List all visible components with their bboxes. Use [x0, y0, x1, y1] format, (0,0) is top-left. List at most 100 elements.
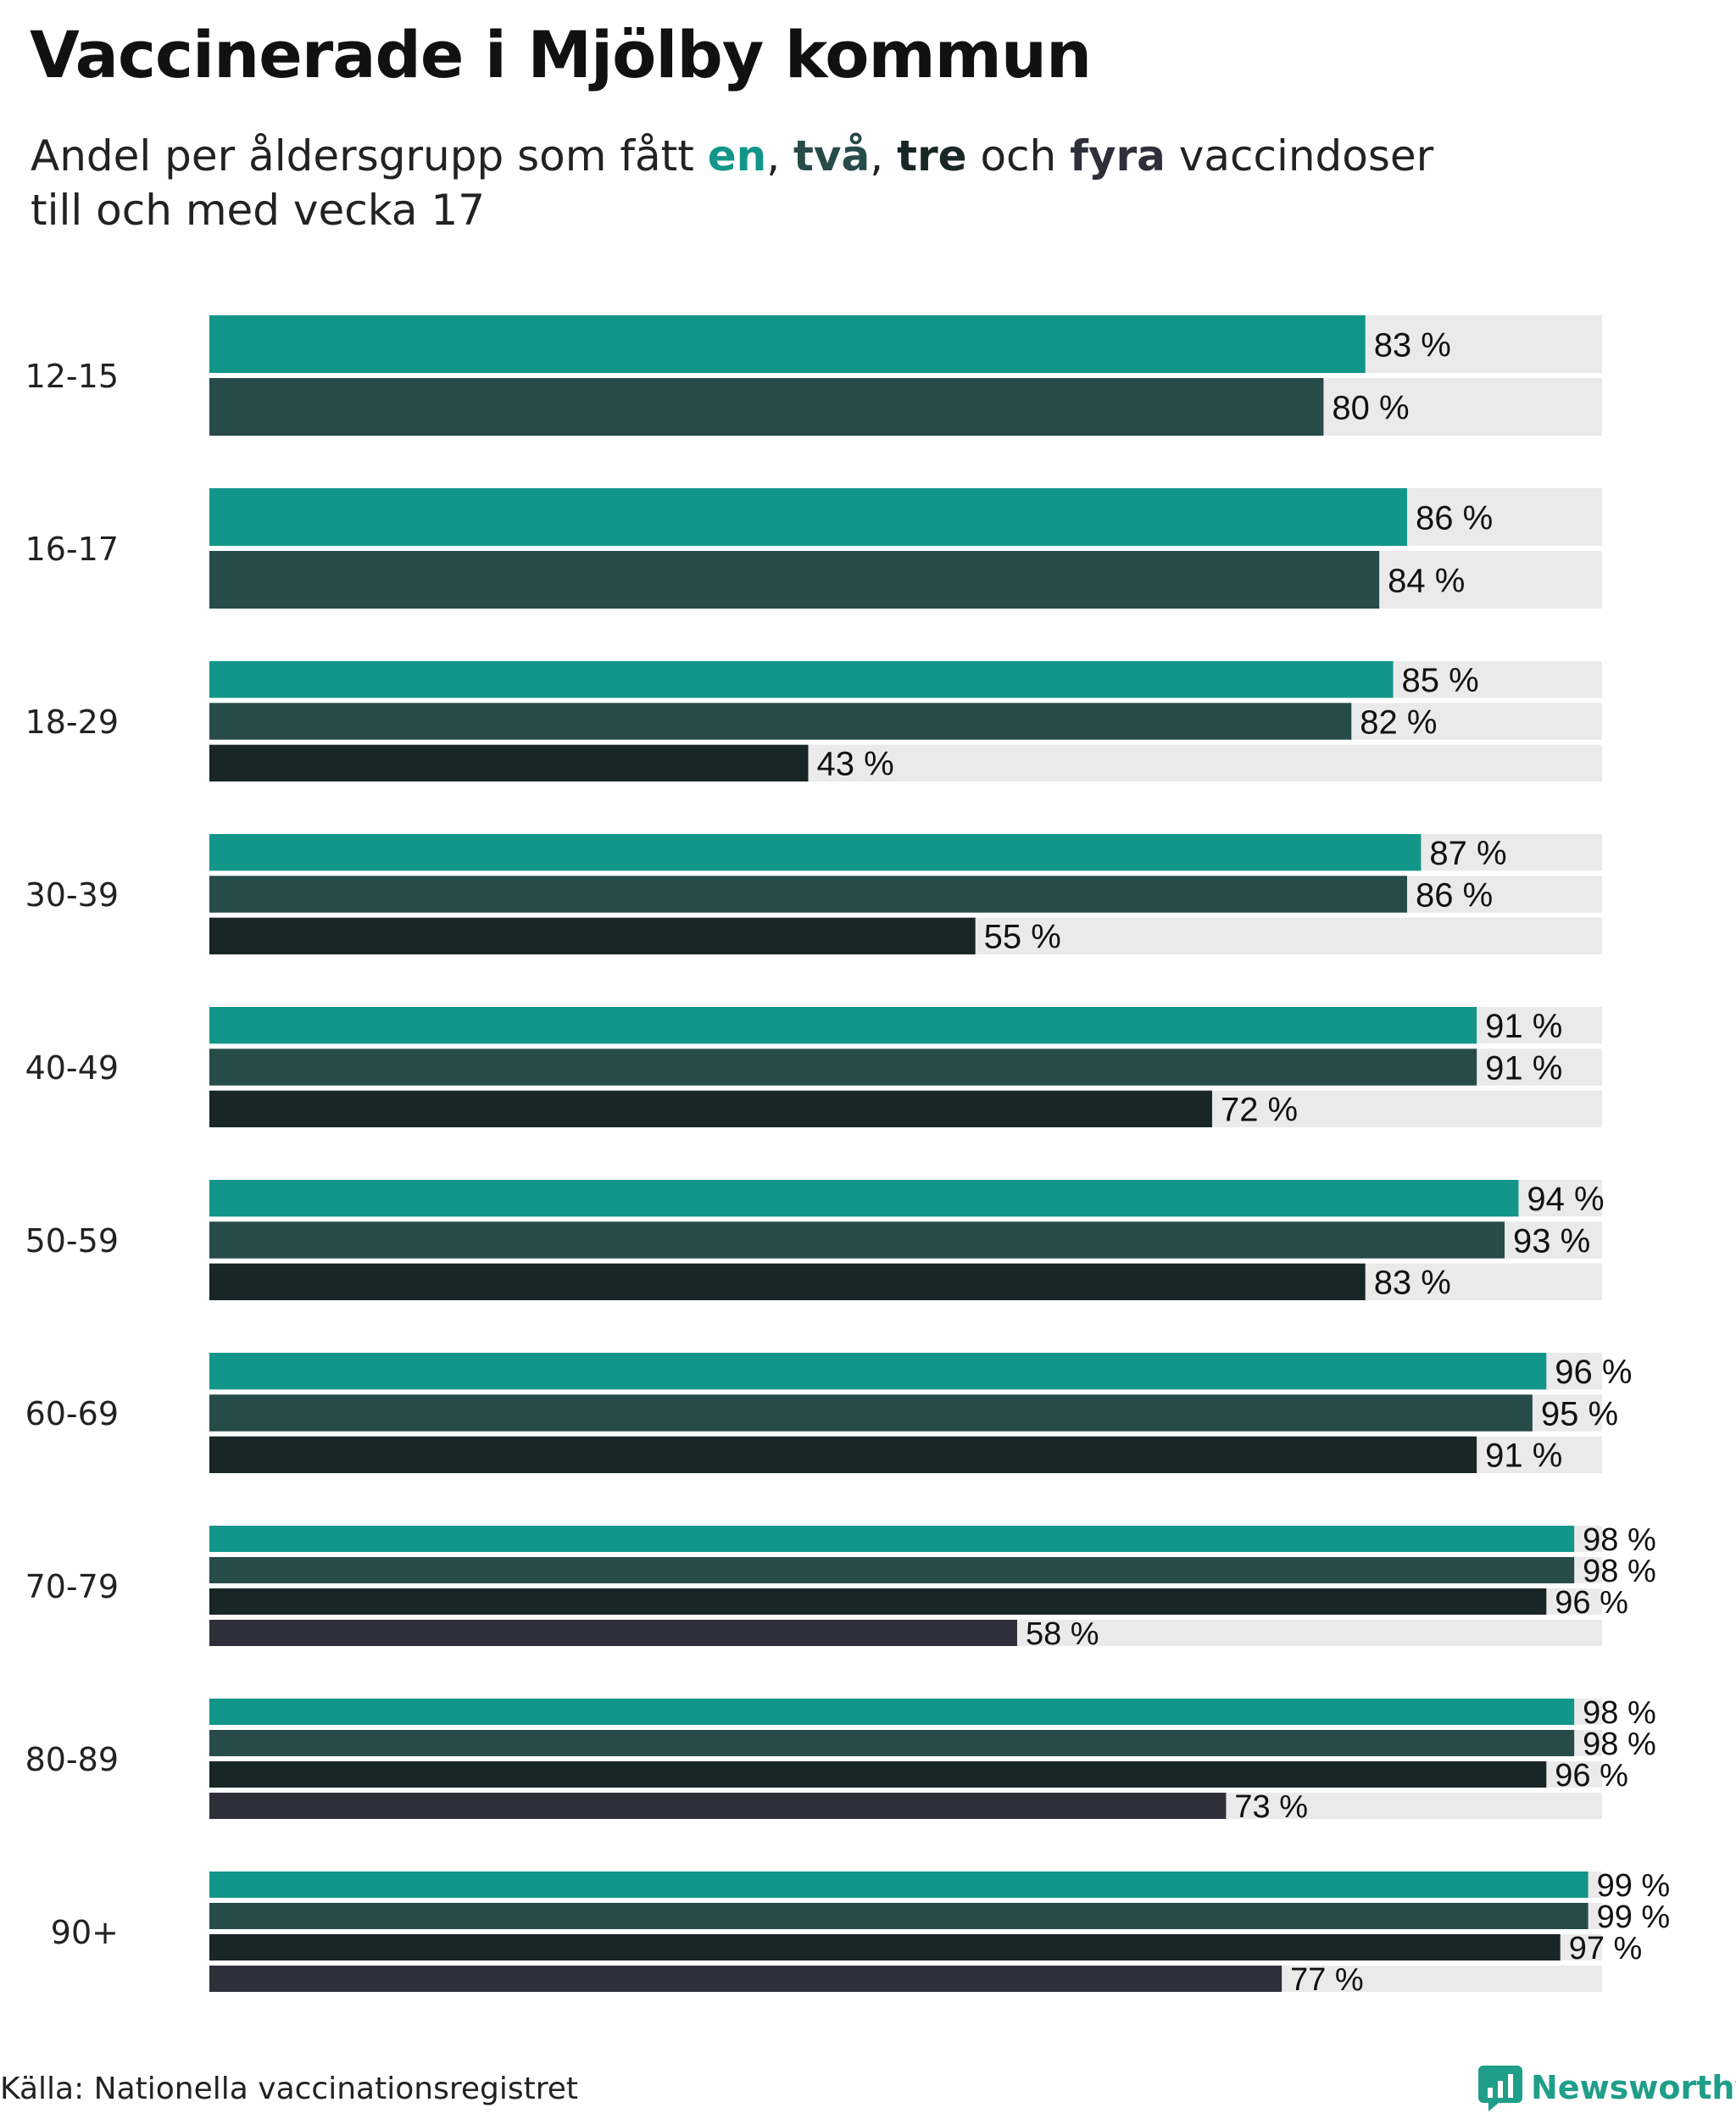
category-label: 16-17	[25, 531, 119, 568]
bar-tre	[209, 1090, 1212, 1127]
bar-två	[209, 703, 1352, 740]
bar-fyra	[209, 1620, 1017, 1646]
subtitle-sep2: ,	[870, 131, 898, 181]
value-label: 77 %	[1290, 1962, 1364, 1998]
bar-två	[209, 1048, 1477, 1086]
chart-title: Vaccinerade i Mjölby kommun	[30, 17, 1092, 92]
bar-group-50-59: 50-59 94 % 93 % 83 %	[25, 1180, 1605, 1302]
bar-en	[209, 488, 1407, 546]
newsworthy-logo-icon	[1478, 2066, 1522, 2111]
bar-group-60-69: 60-69 96 % 95 % 91 %	[25, 1353, 1632, 1475]
bar-tre	[209, 1436, 1477, 1473]
bar-en	[209, 1526, 1575, 1552]
bar-group-30-39: 30-39 87 % 86 % 55 %	[25, 834, 1602, 956]
value-label: 96 %	[1555, 1354, 1632, 1391]
bar-två	[209, 1903, 1589, 1929]
subtitle-text-after: vaccindoser	[1165, 131, 1434, 181]
value-label: 72 %	[1221, 1092, 1298, 1129]
category-label: 18-29	[25, 704, 119, 741]
value-label: 96 %	[1555, 1758, 1628, 1794]
brand-name: Newsworthy	[1531, 2069, 1736, 2106]
bar-tre	[209, 917, 976, 954]
value-label: 99 %	[1597, 1868, 1671, 1904]
value-label: 91 %	[1485, 1438, 1562, 1475]
legend-dose3: tre	[897, 131, 967, 181]
source-note: Källa: Nationella vaccinationsregistret	[0, 2072, 578, 2106]
value-label: 98 %	[1583, 1695, 1656, 1731]
bar-tre	[209, 1588, 1547, 1615]
subtitle-sep1: ,	[766, 131, 794, 181]
bar-group-90+: 90+99 %99 %97 %77 %	[51, 1868, 1670, 1998]
value-label: 86 %	[1416, 876, 1493, 914]
bar-group-16-17: 16-17 86 % 84 %	[25, 488, 1602, 609]
category-label: 90+	[51, 1914, 119, 1951]
value-label: 91 %	[1485, 1008, 1562, 1045]
category-label: 12-15	[25, 358, 119, 395]
value-label: 99 %	[1597, 1899, 1671, 1935]
category-label: 70-79	[25, 1568, 119, 1605]
value-label: 83 %	[1374, 326, 1451, 364]
bar-en	[209, 661, 1394, 698]
subtitle-text-before: Andel per åldersgrupp som fått	[31, 131, 708, 181]
value-label: 58 %	[1026, 1616, 1099, 1652]
value-label: 43 %	[816, 746, 893, 783]
value-label: 73 %	[1234, 1789, 1308, 1825]
chart-subtitle: Andel per åldersgrupp som fått en, två, …	[31, 129, 1433, 237]
bar-fyra	[209, 1966, 1283, 1992]
value-label: 85 %	[1402, 662, 1479, 699]
bar-chart: 12-15 83 % 80 % 16-17 86 % 84 % 18-29 85 % 82 % 4…	[25, 315, 1670, 1998]
bar-en	[209, 1872, 1589, 1898]
bar-två	[209, 1221, 1505, 1259]
source-text: Källa: Nationella vaccinationsregistret	[0, 2072, 578, 2106]
value-label: 97 %	[1569, 1931, 1643, 1966]
bar-två	[209, 1730, 1575, 1756]
subtitle-line2: till och med vecka 17	[31, 186, 486, 235]
value-label: 96 %	[1555, 1585, 1628, 1621]
value-label: 86 %	[1416, 499, 1493, 537]
bar-tre	[209, 1761, 1547, 1788]
bar-en	[209, 1353, 1547, 1390]
category-label: 80-89	[25, 1741, 119, 1778]
value-label: 84 %	[1388, 562, 1465, 599]
legend-dose2: två	[793, 131, 871, 181]
value-label: 91 %	[1485, 1049, 1562, 1087]
bar-en	[209, 1699, 1575, 1725]
bar-group-40-49: 40-49 91 % 91 % 72 %	[25, 1007, 1602, 1129]
category-label: 30-39	[25, 876, 119, 914]
value-label: 98 %	[1583, 1522, 1656, 1558]
value-label: 93 %	[1513, 1222, 1590, 1260]
category-label: 50-59	[25, 1222, 119, 1260]
value-label: 94 %	[1527, 1181, 1604, 1218]
bar-en	[209, 1007, 1477, 1044]
value-label: 55 %	[984, 919, 1061, 956]
subtitle-sep3: och	[966, 131, 1071, 181]
category-label: 40-49	[25, 1049, 119, 1087]
legend-dose1: en	[707, 131, 767, 181]
brand-logo: Newsworthy	[1477, 2064, 1736, 2111]
bar-tre	[209, 1263, 1366, 1300]
value-label: 98 %	[1583, 1554, 1656, 1589]
value-label: 82 %	[1360, 704, 1437, 741]
bar-tre	[209, 744, 809, 781]
value-label: 98 %	[1583, 1727, 1656, 1762]
bar-en	[209, 315, 1366, 373]
legend-dose4: fyra	[1070, 131, 1166, 181]
bar-två	[209, 378, 1324, 436]
bar-group-18-29: 18-29 85 % 82 % 43 %	[25, 661, 1602, 783]
value-label: 80 %	[1332, 389, 1409, 426]
bar-group-12-15: 12-15 83 % 80 %	[25, 315, 1602, 436]
bar-två	[209, 1557, 1575, 1583]
bar-en	[209, 1180, 1519, 1217]
bar-två	[209, 876, 1407, 913]
category-label: 60-69	[25, 1395, 119, 1432]
value-label: 95 %	[1541, 1395, 1618, 1432]
bar-tre	[209, 1934, 1561, 1960]
value-label: 87 %	[1429, 835, 1506, 872]
bar-fyra	[209, 1793, 1227, 1819]
bar-en	[209, 834, 1422, 871]
bar-två	[209, 1394, 1533, 1432]
bar-två	[209, 551, 1380, 609]
value-label: 83 %	[1374, 1265, 1451, 1302]
